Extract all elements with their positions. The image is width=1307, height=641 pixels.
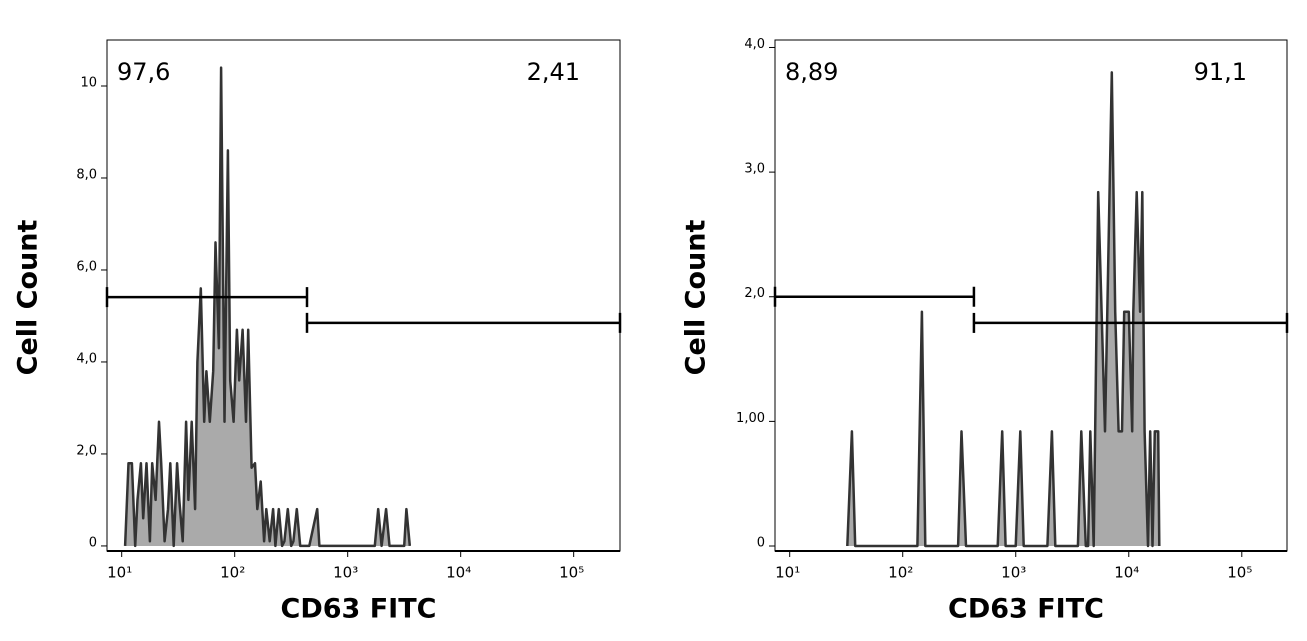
x-axis-label: CD63 FITC: [948, 594, 1104, 625]
y-tick-label: 8,0: [76, 167, 97, 182]
histogram-line: [123, 66, 412, 548]
y-axis-label: Cell Count: [13, 220, 44, 376]
histogram-line: [846, 71, 1161, 548]
y-tick-label: 4,0: [744, 37, 765, 52]
x-tick-label: 10²: [888, 564, 913, 582]
x-tick-label: 10⁵: [559, 564, 584, 582]
y-tick-label: 10: [80, 75, 97, 90]
y-tick-label: 4,0: [76, 351, 97, 366]
y-tick-label: 3,0: [744, 162, 765, 177]
x-tick-label: 10²: [220, 564, 245, 582]
gate-label: 91,1: [1194, 58, 1247, 86]
histogram-area: [125, 67, 410, 546]
x-axis-label: CD63 FITC: [281, 594, 437, 625]
y-tick-label: 2,0: [76, 443, 97, 458]
x-tick-label: 10³: [1001, 564, 1026, 582]
gate-label: 2,41: [527, 58, 580, 86]
y-tick-label: 0: [89, 535, 97, 550]
y-tick-label: 0: [757, 536, 765, 551]
x-tick-label: 10³: [333, 564, 358, 582]
y-tick-label: 1,00: [736, 411, 765, 426]
gate-label: 97,6: [117, 58, 170, 86]
gate-label: 8,89: [785, 58, 838, 86]
x-tick-label: 10¹: [107, 564, 132, 582]
x-tick-label: 10¹: [775, 564, 800, 582]
x-tick-label: 10⁴: [1114, 564, 1139, 582]
y-tick-label: 6,0: [76, 259, 97, 274]
y-axis-label: Cell Count: [681, 220, 712, 376]
x-tick-label: 10⁴: [446, 564, 471, 582]
x-tick-label: 10⁵: [1227, 564, 1252, 582]
y-tick-label: 2,0: [744, 286, 765, 301]
